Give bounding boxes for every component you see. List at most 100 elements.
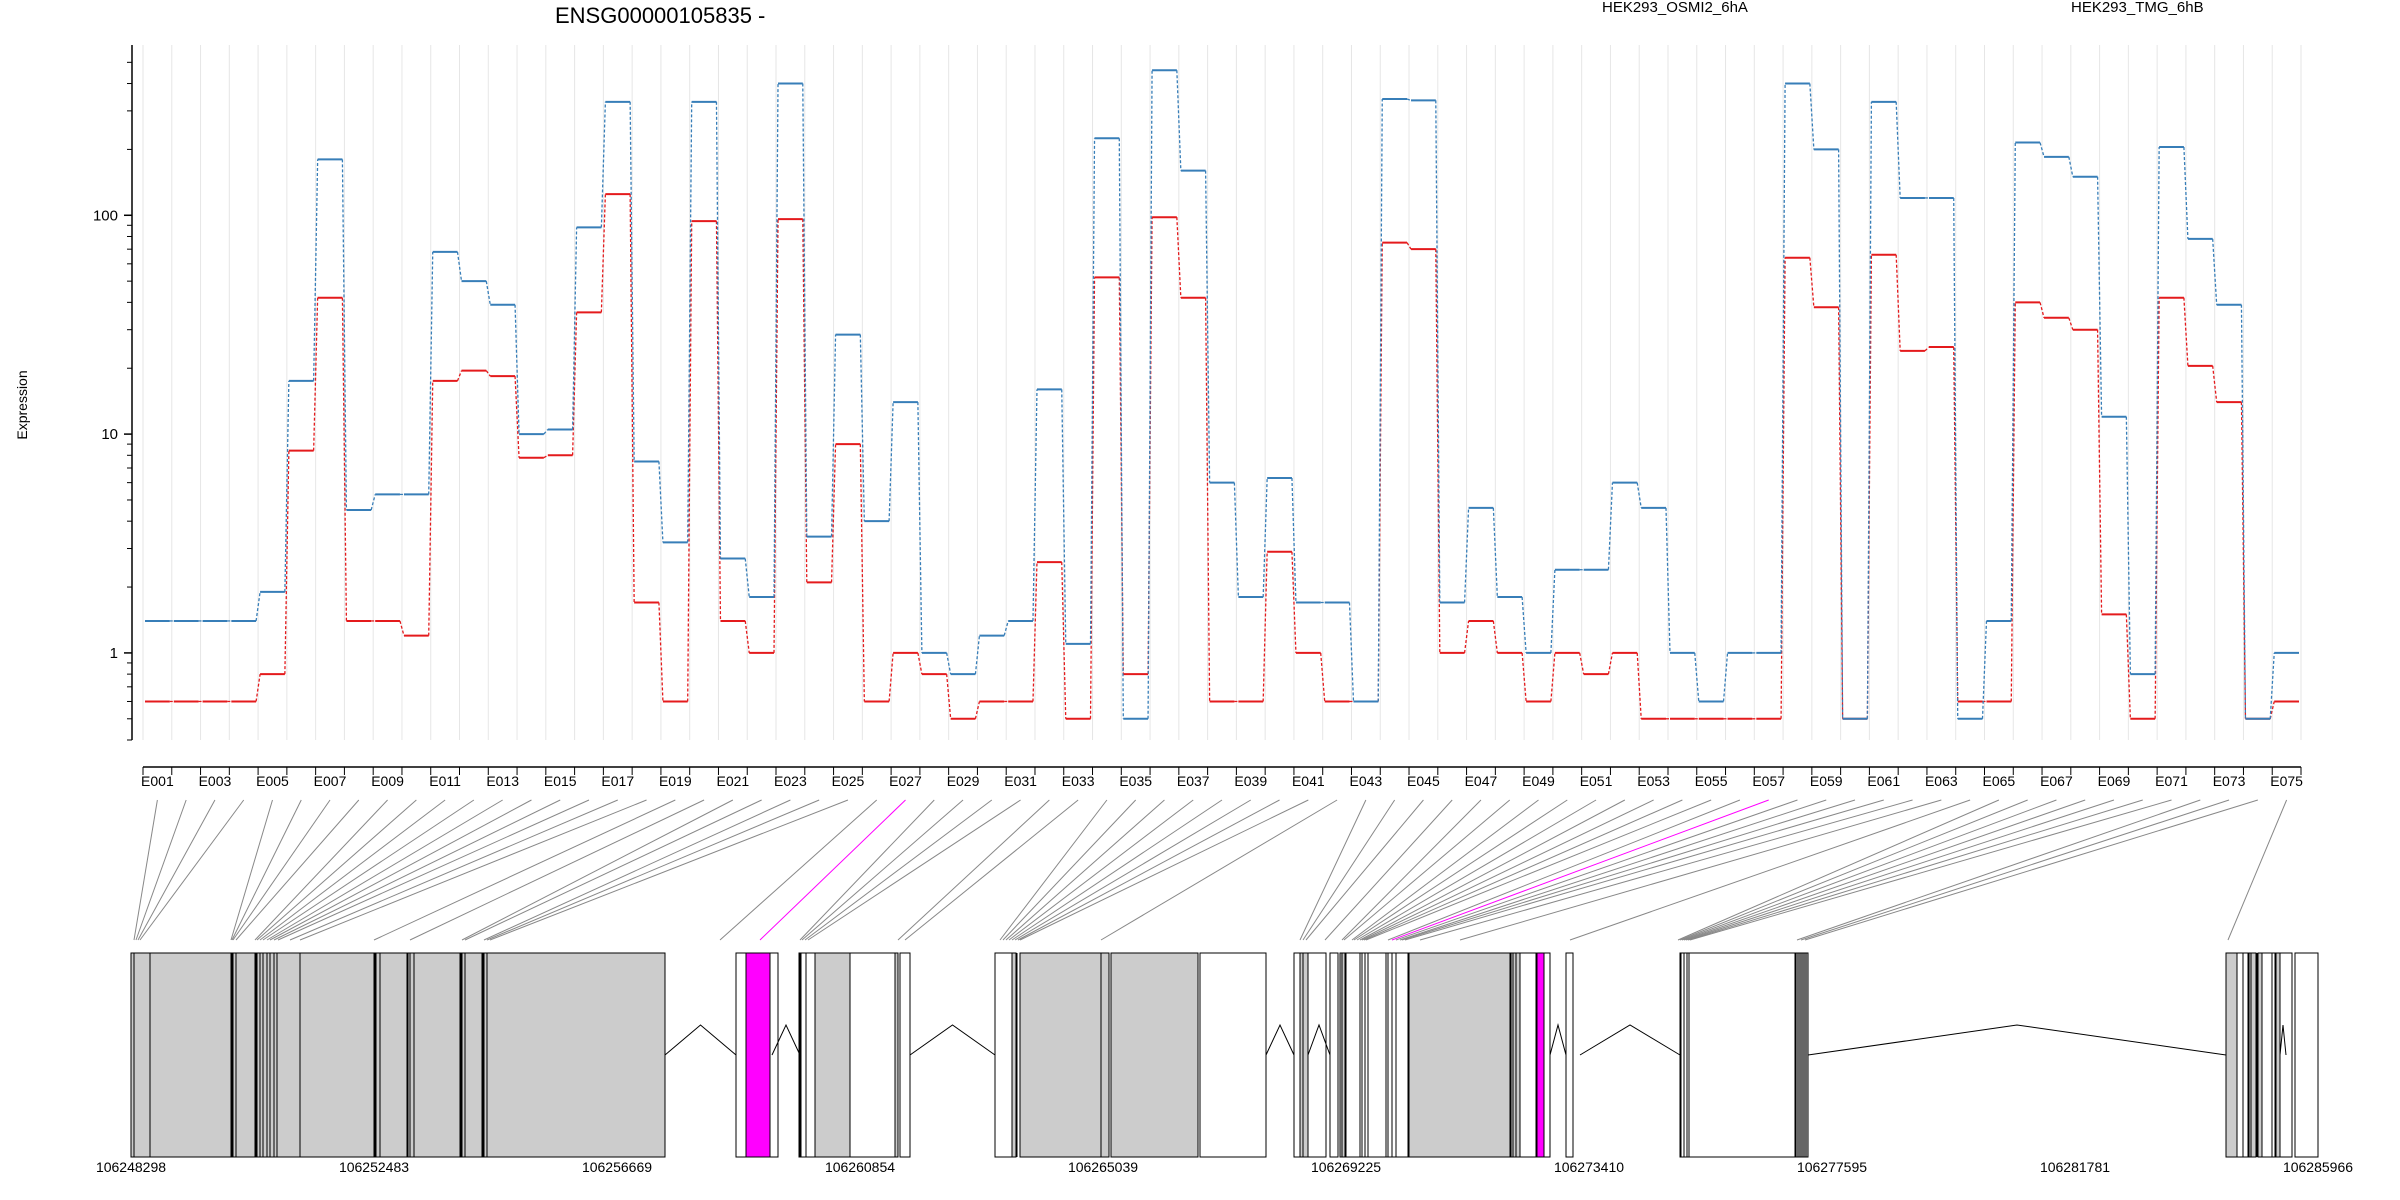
exon-connector xyxy=(897,799,1050,941)
series-connector xyxy=(2183,147,2189,239)
exon-connector xyxy=(1100,799,1338,941)
x-tick-label: E061 xyxy=(1867,773,1900,789)
series-connector xyxy=(1579,652,1585,675)
series-connector xyxy=(1463,507,1470,603)
x-tick-label: E033 xyxy=(1062,773,1095,789)
series-connector xyxy=(1463,620,1470,654)
genomic-coordinate-label: 106273410 xyxy=(1554,1159,1624,1175)
exon-block xyxy=(799,952,816,1158)
exon-connector xyxy=(489,799,849,941)
exon-connector xyxy=(1302,799,1396,941)
x-tick-label: E051 xyxy=(1580,773,1613,789)
exon-connector xyxy=(1017,799,1280,941)
series-connector xyxy=(687,101,693,543)
series-connector xyxy=(428,251,434,495)
series-connector xyxy=(1089,277,1096,719)
exon-block xyxy=(1565,952,1574,1158)
x-tick-label: E027 xyxy=(889,773,922,789)
series-connector xyxy=(2212,238,2218,305)
intron-line xyxy=(1807,1024,2227,1056)
exon-block xyxy=(1543,952,1551,1158)
x-tick-label: E065 xyxy=(1983,773,2016,789)
series-connector xyxy=(1061,562,1067,719)
exon-block-highlighted xyxy=(1536,952,1545,1158)
exon-connector xyxy=(799,799,935,941)
series-connector xyxy=(543,454,549,459)
exon-connector xyxy=(1299,799,1367,941)
intron-line xyxy=(1307,1023,1331,1056)
exon-block xyxy=(407,952,461,1158)
exon-block xyxy=(735,952,747,1158)
exon-connector xyxy=(137,799,216,941)
series-connector xyxy=(1866,101,1873,719)
series-connector xyxy=(2154,147,2160,675)
exon-connector xyxy=(1800,799,2230,941)
exon-connector xyxy=(1391,799,1769,941)
series-connector xyxy=(2240,402,2247,719)
series-connector xyxy=(1722,652,1729,702)
exon-connector xyxy=(1343,799,1511,941)
genomic-coordinate-label: 106252483 xyxy=(339,1159,409,1175)
series-connector xyxy=(1147,70,1153,719)
x-tick-label: E053 xyxy=(1637,773,1670,789)
exon-block xyxy=(1199,952,1267,1158)
intron-line xyxy=(909,1024,996,1056)
series-connector xyxy=(802,83,808,537)
exon-connector xyxy=(1008,799,1194,941)
exon-connector xyxy=(801,799,964,941)
exon-connector xyxy=(231,799,302,941)
exon-block xyxy=(255,952,375,1158)
exon-connector xyxy=(133,799,158,941)
exon-connector xyxy=(373,799,676,941)
series-connector xyxy=(2096,329,2103,615)
exon-block xyxy=(1019,952,1110,1158)
series-connector xyxy=(715,101,722,559)
x-tick-label: E039 xyxy=(1234,773,1267,789)
series-connector xyxy=(456,370,463,382)
genomic-coordinate-label: 106248298 xyxy=(96,1159,166,1175)
exon-connector xyxy=(1341,799,1482,941)
chart-title: ENSG00000105835 - xyxy=(555,3,765,28)
x-tick-label: E025 xyxy=(832,773,865,789)
exon-connector xyxy=(1353,799,1568,941)
series-connector xyxy=(1320,652,1326,702)
series-connector xyxy=(658,602,664,702)
exon-connector xyxy=(1804,799,2258,941)
x-tick-label: E073 xyxy=(2213,773,2246,789)
x-tick-label: E047 xyxy=(1465,773,1498,789)
x-tick-label: E069 xyxy=(2098,773,2131,789)
exon-connector xyxy=(1685,799,2115,941)
genomic-coordinate-label: 106265039 xyxy=(1068,1159,1138,1175)
exon-connector xyxy=(289,799,618,941)
x-tick-label: E049 xyxy=(1522,773,1555,789)
exon-block xyxy=(1293,952,1301,1158)
intron-line xyxy=(771,1023,801,1056)
exon-block xyxy=(460,952,483,1158)
series-connector xyxy=(514,376,520,458)
genomic-coordinate-label: 106269225 xyxy=(1311,1159,1381,1175)
series-connector xyxy=(1492,620,1498,654)
series-connector xyxy=(802,219,808,583)
vertical-grid xyxy=(142,45,2302,740)
intron-line xyxy=(664,1024,737,1056)
series-connector xyxy=(2010,302,2016,702)
x-tick-label: E037 xyxy=(1177,773,1210,789)
y-tick-label: 10 xyxy=(101,426,118,443)
exon-connector xyxy=(759,799,906,941)
genomic-coordinate-label: 106281781 xyxy=(2040,1159,2110,1175)
series-connector xyxy=(370,494,376,511)
series-connector xyxy=(1895,254,1901,351)
series-connector xyxy=(2039,142,2045,157)
exon-connector xyxy=(1005,799,1165,941)
x-tick-label: E017 xyxy=(601,773,634,789)
legend-series-b: HEK293_TMG_6hB xyxy=(2071,0,2204,16)
x-tick-label: E007 xyxy=(314,773,347,789)
x-tick-label: E015 xyxy=(544,773,577,789)
exon-connector xyxy=(483,799,791,941)
exon-connector xyxy=(259,799,446,941)
exon-connector xyxy=(1363,799,1683,941)
x-tick-label: E071 xyxy=(2155,773,2188,789)
series-connector xyxy=(2068,317,2074,330)
series-connector xyxy=(917,402,923,653)
